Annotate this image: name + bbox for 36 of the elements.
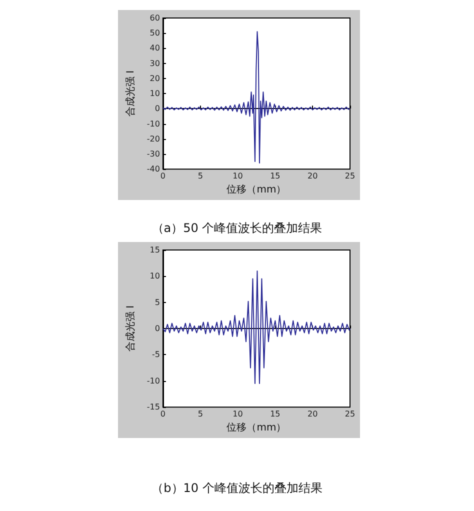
x-tick-label: 5	[198, 172, 203, 181]
x-tick-label: 15	[270, 410, 280, 419]
y-tick-label: 10	[150, 89, 160, 98]
line-series	[162, 31, 350, 164]
x-tick-label: 25	[344, 172, 356, 181]
y-tick-label: -40	[146, 164, 160, 174]
y-tick-label: -10	[146, 376, 160, 386]
y-tick-label: 30	[150, 58, 160, 68]
x-tick-label: 20	[308, 410, 318, 419]
x-tick-label: 10	[232, 172, 243, 181]
y-axis-title: 合成光强 I	[124, 305, 136, 352]
y-tick-label: -10	[146, 119, 160, 128]
x-tick-label: 15	[270, 172, 280, 181]
x-tick-label: 10	[232, 410, 243, 419]
x-axis-title: 位移（mm）	[226, 422, 286, 434]
y-tick-label: -20	[146, 134, 160, 144]
y-tick-label: 10	[150, 272, 160, 281]
y-tick-label: -15	[146, 402, 160, 412]
text: （b）10 个峰值波长的叠加结果	[150, 480, 324, 497]
line-series	[162, 270, 350, 384]
y-tick-label: 60	[150, 14, 160, 22]
y-tick-label: -5	[152, 350, 160, 360]
y-axis-title: 合成光强 I	[124, 70, 136, 117]
y-tick-label: 20	[150, 74, 160, 83]
y-tick-label: 15	[150, 246, 160, 254]
x-tick-label: 5	[198, 410, 203, 419]
y-tick-label: 0	[154, 104, 160, 114]
x-axis-title: 位移（mm）	[226, 184, 286, 196]
y-tick-label: 40	[150, 44, 160, 53]
y-tick-label: 0	[154, 324, 160, 334]
y-tick-label: -30	[146, 149, 160, 158]
x-tick-label: 25	[344, 410, 356, 419]
y-tick-label: 5	[154, 298, 160, 307]
y-tick-label: 50	[150, 28, 160, 38]
text: （a）50 个峰值波长的叠加结果	[150, 220, 324, 237]
x-tick-label: 20	[308, 172, 318, 181]
